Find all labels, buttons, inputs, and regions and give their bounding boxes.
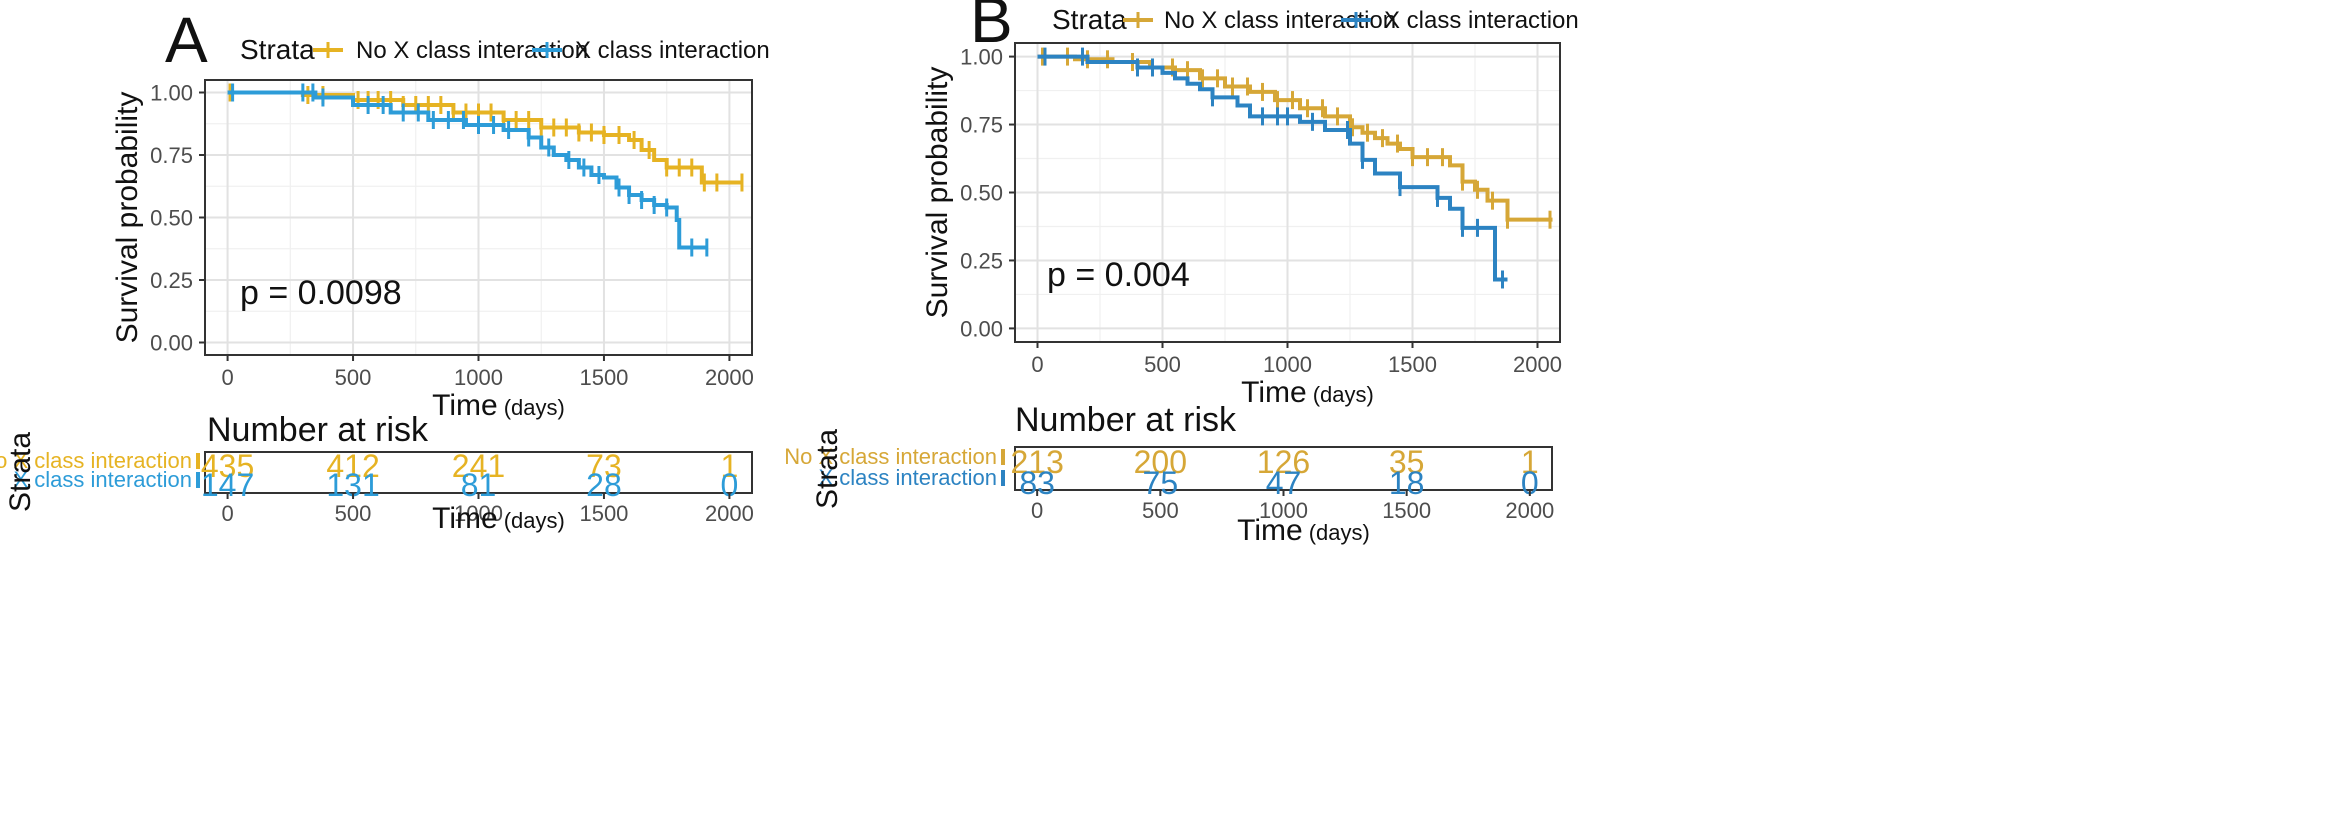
- panel-a: A Strata No X class interaction X class int…: [0, 4, 770, 535]
- panel-b: B Strata No X class interaction X class int…: [784, 0, 2342, 813]
- risk-row-label: X class interaction: [13, 467, 192, 492]
- x-tick-label: 0: [221, 365, 233, 390]
- y-tick-label: 0.25: [960, 248, 1003, 273]
- risk-table-title: Number at risk: [207, 411, 429, 449]
- legend-entry: X class interaction: [1384, 7, 1579, 34]
- plot-frame: [204, 79, 753, 356]
- risk-x-tick-label: 500: [1142, 498, 1179, 523]
- survival-curve-no-x-class: [1037, 54, 1553, 222]
- legend-entry: X class interaction: [575, 37, 770, 64]
- panel-letter: B: [970, 0, 1013, 56]
- risk-x-tick-label: 2000: [1505, 498, 1554, 523]
- legend-title: Strata: [1052, 4, 1127, 35]
- x-tick-label: 0: [1031, 352, 1043, 377]
- x-tick-label: 1500: [579, 365, 628, 390]
- y-tick-label: 0.50: [960, 181, 1003, 206]
- risk-x-tick-label: 1500: [579, 501, 628, 526]
- p-value-annotation: p = 0.004: [1047, 256, 1190, 294]
- x-tick-label: 1000: [454, 365, 503, 390]
- risk-x-axis-unit: (days): [504, 508, 565, 533]
- risk-count: 126: [1257, 444, 1310, 480]
- risk-count: 412: [326, 448, 379, 484]
- risk-count: 35: [1389, 444, 1425, 480]
- risk-count: 1: [1521, 444, 1539, 480]
- risk-x-tick-label: 0: [1031, 498, 1043, 523]
- x-tick-label: 2000: [1513, 352, 1562, 377]
- risk-x-tick-label: 2000: [705, 501, 754, 526]
- x-axis-title-text: Time: [432, 389, 498, 422]
- risk-x-tick-label: 0: [221, 501, 233, 526]
- risk-count: 241: [452, 448, 505, 484]
- y-axis-title: Survival probability: [921, 67, 954, 319]
- risk-count: 0: [1521, 465, 1539, 501]
- y-tick-label: 0.50: [150, 206, 193, 231]
- risk-x-axis-title-text: Time: [1237, 514, 1303, 547]
- risk-table-title: Number at risk: [1015, 401, 1237, 439]
- panel-letter: A: [165, 4, 208, 76]
- x-axis-unit: (days): [504, 395, 565, 420]
- y-tick-label: 0.00: [150, 331, 193, 356]
- y-tick-label: 0.00: [960, 316, 1003, 341]
- x-tick-label: 500: [335, 365, 372, 390]
- risk-x-axis-title-text: Time: [432, 502, 498, 535]
- risk-x-tick-label: 1000: [454, 501, 503, 526]
- y-axis-title: Survival probability: [111, 92, 144, 344]
- risk-row-label: No X class interaction: [784, 444, 997, 469]
- risk-x-axis-title: Time (days): [1237, 514, 1370, 547]
- risk-row-label: X class interaction: [818, 465, 997, 490]
- risk-count: 213: [1010, 444, 1063, 480]
- risk-x-tick-label: 1000: [1259, 498, 1308, 523]
- plot-frame: [1014, 42, 1561, 343]
- survival-curve-no-x-class: [227, 90, 742, 185]
- x-tick-label: 500: [1144, 352, 1181, 377]
- risk-x-tick-label: 1500: [1382, 498, 1431, 523]
- x-axis-title: Time (days): [1241, 376, 1374, 409]
- risk-strata-axis-title: Strata: [4, 432, 37, 512]
- y-tick-label: 0.75: [150, 143, 193, 168]
- risk-count: 1: [721, 448, 739, 484]
- risk-strata-axis-title: Strata: [811, 429, 844, 509]
- x-axis-title: Time (days): [432, 389, 565, 422]
- x-tick-label: 1000: [1263, 352, 1312, 377]
- risk-x-axis-title: Time (days): [432, 502, 565, 535]
- x-axis-title-text: Time: [1241, 376, 1307, 409]
- y-tick-label: 1.00: [150, 81, 193, 106]
- risk-row-label: No X class interaction: [0, 448, 192, 473]
- risk-count: 0: [721, 467, 739, 503]
- risk-count: 200: [1134, 444, 1187, 480]
- y-tick-label: 0.25: [150, 268, 193, 293]
- risk-x-tick-label: 500: [335, 501, 372, 526]
- x-axis-unit: (days): [1313, 382, 1374, 407]
- risk-count: 73: [586, 448, 622, 484]
- y-tick-label: 1.00: [960, 45, 1003, 70]
- risk-count: 435: [201, 448, 254, 484]
- x-tick-label: 1500: [1388, 352, 1437, 377]
- legend-title: Strata: [240, 34, 315, 65]
- x-tick-label: 2000: [705, 365, 754, 390]
- p-value-annotation: p = 0.0098: [240, 274, 402, 312]
- risk-x-axis-unit: (days): [1309, 520, 1370, 545]
- y-tick-label: 0.75: [960, 113, 1003, 138]
